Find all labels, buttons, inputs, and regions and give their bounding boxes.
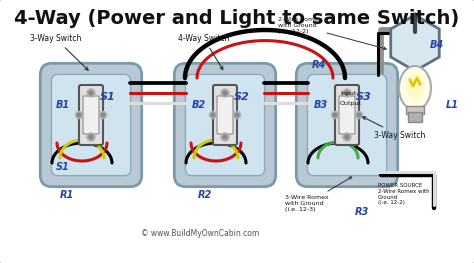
Text: B2: B2	[192, 100, 206, 110]
Text: R1: R1	[60, 190, 74, 200]
Text: 3-Way Switch: 3-Way Switch	[363, 117, 425, 140]
Circle shape	[343, 89, 351, 97]
FancyBboxPatch shape	[40, 63, 142, 187]
Circle shape	[345, 91, 349, 95]
Text: S1: S1	[56, 162, 70, 172]
Text: R2: R2	[198, 190, 212, 200]
Circle shape	[100, 112, 107, 119]
Ellipse shape	[406, 73, 424, 99]
Text: Output: Output	[340, 101, 362, 106]
Text: S2: S2	[234, 92, 250, 102]
FancyBboxPatch shape	[213, 85, 237, 145]
Circle shape	[211, 113, 215, 117]
Circle shape	[77, 113, 81, 117]
Text: POWER SOURCE
2-Wire Romex with
Ground
(i.e. 12-2): POWER SOURCE 2-Wire Romex with Ground (i…	[378, 183, 429, 205]
Circle shape	[234, 112, 240, 119]
FancyBboxPatch shape	[51, 74, 131, 176]
FancyBboxPatch shape	[335, 85, 359, 145]
Circle shape	[235, 113, 239, 117]
Text: 4-Way Switch: 4-Way Switch	[178, 34, 229, 70]
Text: L1: L1	[446, 100, 459, 110]
Circle shape	[331, 112, 338, 119]
Circle shape	[221, 89, 229, 97]
Text: 3-Way Switch: 3-Way Switch	[30, 34, 88, 70]
FancyBboxPatch shape	[83, 96, 99, 134]
FancyBboxPatch shape	[217, 96, 233, 134]
Circle shape	[333, 113, 337, 117]
Text: B1: B1	[56, 100, 70, 110]
Text: S3: S3	[356, 92, 372, 102]
Circle shape	[343, 133, 351, 141]
Circle shape	[89, 91, 93, 95]
Text: 2-Wire Romex
with Ground
(i.e. 12-2): 2-Wire Romex with Ground (i.e. 12-2)	[278, 17, 386, 49]
Bar	[408, 112, 422, 122]
Bar	[406, 106, 424, 114]
Circle shape	[223, 135, 227, 139]
Text: © www.BuildMyOwnCabin.com: © www.BuildMyOwnCabin.com	[141, 229, 259, 237]
Text: B4: B4	[430, 40, 444, 50]
Circle shape	[87, 133, 95, 141]
FancyBboxPatch shape	[185, 74, 264, 176]
Circle shape	[357, 113, 361, 117]
Text: 3-Wire Romex
with Ground
(i.e. 12-3): 3-Wire Romex with Ground (i.e. 12-3)	[285, 177, 352, 212]
Text: 4-Way (Power and Light to same Switch): 4-Way (Power and Light to same Switch)	[14, 8, 460, 28]
Text: S1: S1	[100, 92, 116, 102]
Circle shape	[223, 91, 227, 95]
Circle shape	[210, 112, 217, 119]
Ellipse shape	[399, 66, 431, 110]
Circle shape	[89, 135, 93, 139]
Circle shape	[75, 112, 82, 119]
FancyBboxPatch shape	[339, 96, 355, 134]
Text: R4: R4	[312, 60, 326, 70]
FancyBboxPatch shape	[79, 85, 103, 145]
FancyBboxPatch shape	[296, 63, 398, 187]
Circle shape	[221, 133, 229, 141]
Text: Input: Input	[340, 91, 356, 96]
Circle shape	[356, 112, 363, 119]
Text: B3: B3	[314, 100, 328, 110]
FancyBboxPatch shape	[308, 74, 387, 176]
Circle shape	[345, 135, 349, 139]
Circle shape	[101, 113, 105, 117]
FancyBboxPatch shape	[174, 63, 276, 187]
Text: R3: R3	[355, 207, 369, 217]
Circle shape	[87, 89, 95, 97]
